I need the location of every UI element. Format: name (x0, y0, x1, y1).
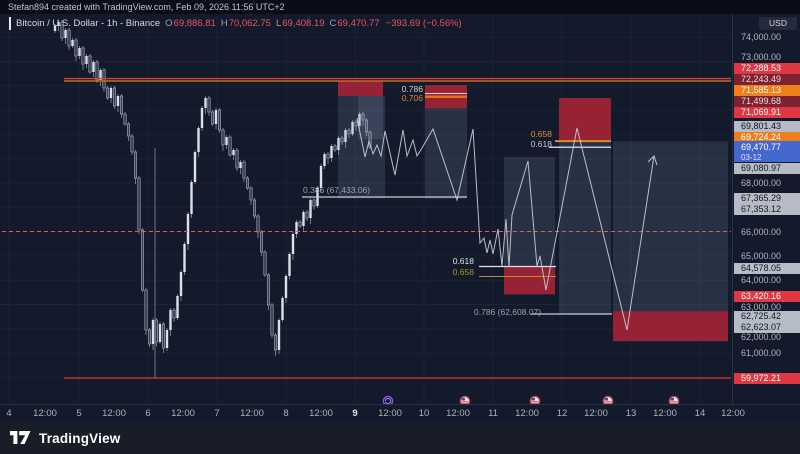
price-axis-label: 59,972.21 (734, 372, 800, 384)
price-axis-label: 72,243.49 (734, 73, 800, 85)
attribution-bar: Stefan894 created with TradingView.com, … (0, 0, 800, 14)
time-axis-label: 5 (76, 408, 82, 419)
price-axis-label: 72,288.53 (734, 62, 800, 74)
arrow-head-icon (647, 155, 658, 166)
zigzag-projection-path[interactable] (356, 117, 658, 331)
time-axis-label: 8 (283, 408, 289, 419)
price-axis-label: 63,000.00 (741, 301, 782, 312)
supply-demand-zones-red[interactable] (338, 80, 728, 342)
time-axis-label: 12 (556, 408, 568, 419)
price-axis-label: 62,000.00 (741, 331, 782, 342)
current-price-value: 69,470.77 (741, 142, 782, 152)
fib-label: 0.658 (531, 129, 553, 139)
price-axis-label: 64,578.05 (734, 262, 800, 274)
currency-button[interactable]: USD (759, 17, 797, 30)
time-axis-label: 13 (625, 408, 637, 419)
us-economic-event-icon[interactable] (459, 394, 471, 407)
time-axis-label: 12:00 (240, 408, 264, 419)
price-axis-label: 66,000.00 (741, 226, 782, 237)
price-axis-label: 67,353.12 (734, 203, 800, 215)
fib-label: 0.786 (402, 84, 424, 94)
time-axis-label: 12:00 (653, 408, 677, 419)
price-axis[interactable]: USD 74,000.00 73,000.00 72,288.53 72,243.49… (732, 14, 800, 404)
bar-countdown: 03-12 (741, 153, 762, 162)
price-axis-label: 69,724.24 (734, 131, 800, 143)
open-value: 69,886.81 (173, 17, 216, 29)
price-axis-label: 62,725.42 (734, 310, 800, 322)
price-axis-label: 61,000.00 (741, 347, 782, 358)
time-axis-label: 12:00 (378, 408, 402, 419)
high-value: 70,062.75 (228, 17, 271, 29)
brand-name[interactable]: TradingView (39, 430, 121, 446)
time-axis-label: 12:00 (102, 408, 126, 419)
fib-label: 0.618 (453, 256, 475, 266)
price-axis-label: 71,585.13 (734, 84, 800, 96)
high-label: H (220, 17, 228, 29)
low-label: L (275, 17, 282, 29)
price-axis-label: 69,080.97 (734, 162, 800, 174)
time-axis-label: 12:00 (309, 408, 333, 419)
horizontal-level-lines[interactable] (2, 77, 731, 379)
time-axis-label: 7 (214, 408, 220, 419)
supply-demand-zones-gray[interactable] (338, 96, 728, 314)
time-axis-label: 12:00 (721, 408, 745, 419)
close-label: C (329, 17, 337, 29)
price-axis-label: 71,499.68 (734, 95, 800, 107)
price-axis-label: 65,000.00 (741, 250, 782, 261)
price-axis-label: 63,420.16 (734, 290, 800, 302)
fib-label: 0.386 (67,433.06) (303, 185, 370, 195)
price-axis-label: 73,000.00 (741, 51, 782, 62)
price-axis-label: 74,000.00 (741, 31, 782, 42)
time-axis-label: 9 (352, 408, 358, 419)
fib-label: 0.786 (62,608.07) (474, 307, 541, 317)
symbol-title[interactable]: Bitcoin / U.S. Dollar - 1h - Binance (16, 17, 161, 29)
current-price-label: 69,470.77 03-12 (734, 141, 800, 162)
open-label: O (165, 17, 173, 29)
tradingview-logo-icon[interactable] (10, 431, 32, 445)
low-value: 69,408.19 (282, 17, 325, 29)
fib-label: 0.658 (453, 267, 475, 277)
legend-marker (9, 16, 11, 30)
time-axis-label: 6 (145, 408, 151, 419)
price-axis-label: 64,000.00 (741, 274, 782, 285)
price-axis-label: 71,069.91 (734, 106, 800, 118)
time-axis-label: 12:00 (584, 408, 608, 419)
time-axis-label: 12:00 (171, 408, 195, 419)
fib-label: 0.618 (531, 139, 553, 149)
attribution-text: Stefan894 created with TradingView.com, … (8, 2, 285, 12)
price-axis-label: 68,000.00 (741, 177, 782, 188)
change-value: −393.69 (−0.56%) (385, 17, 462, 29)
close-value: 69,470.77 (337, 17, 380, 29)
price-axis-label: 69,801.43 (734, 120, 800, 132)
time-axis-label: 12:00 (446, 408, 470, 419)
time-axis-label: 12:00 (515, 408, 539, 419)
time-axis-label: 11 (488, 408, 498, 419)
time-axis-label: 12:00 (33, 408, 57, 419)
price-axis-label: 67,365.29 (734, 192, 800, 204)
time-axis[interactable]: 4 12:00 5 12:00 6 12:00 7 12:00 8 12:00 9 12:00 10 12… (0, 404, 800, 423)
brand-bar: TradingView (0, 422, 800, 454)
time-axis-label: 4 (6, 408, 12, 419)
time-axis-label: 14 (694, 408, 706, 419)
candlestick-series (53, 20, 372, 356)
symbol-legend[interactable]: Bitcoin / U.S. Dollar - 1h - Binance O 6… (9, 16, 462, 30)
time-axis-label: 10 (418, 408, 430, 419)
fib-label: 0.706 (402, 93, 424, 103)
price-axis-label: 62,623.07 (734, 321, 800, 333)
